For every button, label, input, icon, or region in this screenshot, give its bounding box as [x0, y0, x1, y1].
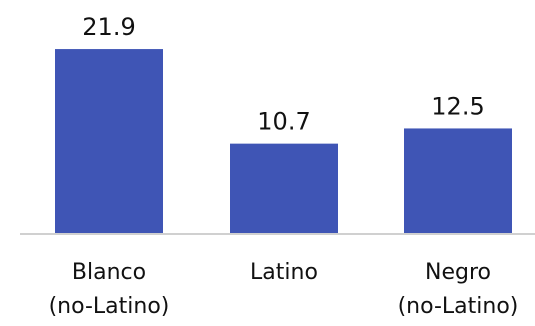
value-labels-group: 21.9 10.7 12.5	[82, 13, 484, 136]
value-label-3: 12.5	[431, 92, 484, 120]
category-labels-group: Blanco (no-Latino) Latino Negro (no-Latino)	[49, 260, 519, 319]
bar-2	[230, 143, 338, 234]
category-label-1-line-1: Blanco	[72, 260, 146, 285]
value-label-1: 21.9	[82, 13, 135, 41]
bar-3	[404, 128, 512, 234]
category-label-1-line-2: (no-Latino)	[49, 294, 170, 319]
value-label-2: 10.7	[257, 108, 310, 136]
category-label-3-line-2: (no-Latino)	[398, 294, 519, 319]
bars-group	[55, 49, 512, 234]
category-label-3-line-1: Negro	[425, 260, 491, 285]
category-label-2-line-1: Latino	[250, 260, 318, 285]
bar-1	[55, 49, 163, 234]
